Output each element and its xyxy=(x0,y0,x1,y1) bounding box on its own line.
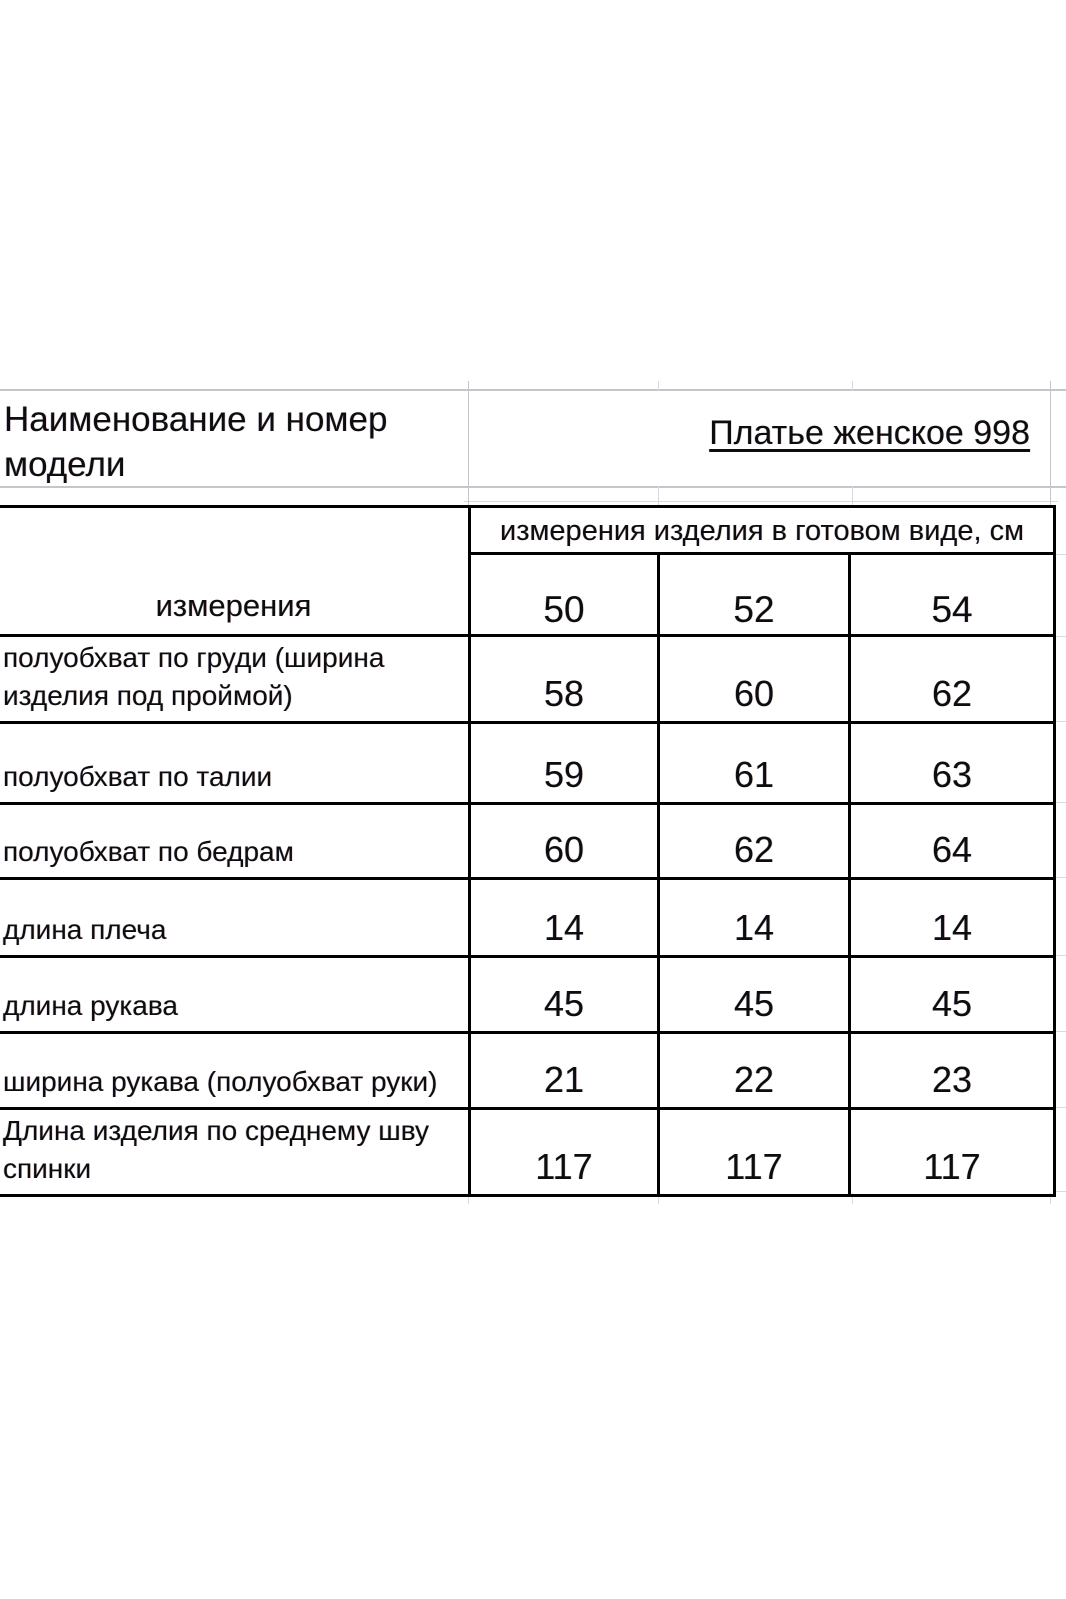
row-value: 117 xyxy=(847,1107,1057,1197)
gridline-strip-bottom xyxy=(464,501,1058,502)
gridline-row-bottom xyxy=(0,486,1066,488)
finished-measurements-header: измерения изделия в готовом виде, см xyxy=(467,505,1057,555)
gridline-top xyxy=(0,389,1066,391)
row-label: ширина рукава (полуобхват руки) xyxy=(0,1031,471,1110)
gridline-col-c-strip xyxy=(852,486,853,507)
gridline-stub-bottom-1 xyxy=(468,1193,469,1204)
table-row: полуобхват по груди (ширина изделия под … xyxy=(0,634,1057,724)
row-label: Длина изделия по среднему шву спинки xyxy=(0,1107,471,1197)
gridline-stub-bottom-3 xyxy=(852,1193,853,1204)
row-value: 22 xyxy=(657,1031,851,1110)
row-value: 61 xyxy=(657,721,851,805)
row-value: 60 xyxy=(657,634,851,724)
size-header-54: 54 xyxy=(847,552,1057,637)
row-value: 117 xyxy=(468,1107,660,1197)
gridline-col-a xyxy=(468,381,469,507)
row-value: 45 xyxy=(468,955,660,1034)
gridline-stub-right-9 xyxy=(1053,1191,1066,1192)
row-value: 45 xyxy=(657,955,851,1034)
gridline-stub-right-8 xyxy=(1053,1107,1066,1108)
row-value: 23 xyxy=(847,1031,1057,1110)
table-row: Длина изделия по среднему шву спинки 117… xyxy=(0,1107,1057,1197)
row-value: 117 xyxy=(657,1107,851,1197)
model-name-label: Наименование и номер модели xyxy=(4,400,388,484)
table-row: полуобхват по талии 59 61 63 xyxy=(0,721,1057,805)
size-header-50: 50 xyxy=(468,552,660,637)
row-label: полуобхват по груди (ширина изделия под … xyxy=(0,634,471,724)
gridline-col-d xyxy=(1050,381,1051,507)
gridline-col-b-stub xyxy=(658,381,659,391)
row-value: 62 xyxy=(847,634,1057,724)
row-value: 45 xyxy=(847,955,1057,1034)
row-value: 64 xyxy=(847,802,1057,880)
table-row: длина плеча 14 14 14 xyxy=(0,877,1057,958)
row-label: длина плеча xyxy=(0,877,471,958)
gridline-stub-right-1 xyxy=(1053,554,1066,555)
row-value: 14 xyxy=(847,877,1057,958)
row-value: 21 xyxy=(468,1031,660,1110)
row-label: длина рукава xyxy=(0,955,471,1034)
gridline-col-c-stub xyxy=(852,381,853,391)
row-value: 62 xyxy=(657,802,851,880)
gridline-stub-right-4 xyxy=(1053,802,1066,803)
gridline-stub-right-7 xyxy=(1053,1031,1066,1032)
table-row: длина рукава 45 45 45 xyxy=(0,955,1057,1034)
model-name-value: Платье женское 998 xyxy=(709,414,1030,452)
gridline-stub-right-6 xyxy=(1053,955,1066,956)
row-value: 59 xyxy=(468,721,660,805)
row-value: 58 xyxy=(468,634,660,724)
gridline-stub-right-5 xyxy=(1053,877,1066,878)
gridline-col-b-strip xyxy=(658,486,659,507)
row-label: полуобхват по бедрам xyxy=(0,802,471,880)
measurements-column-header: измерения xyxy=(0,505,471,637)
row-value: 14 xyxy=(468,877,660,958)
size-header-52: 52 xyxy=(657,552,851,637)
table-row: полуобхват по бедрам 60 62 64 xyxy=(0,802,1057,880)
row-value: 60 xyxy=(468,802,660,880)
row-label: полуобхват по талии xyxy=(0,721,471,805)
row-value: 63 xyxy=(847,721,1057,805)
measurements-table: измерения измерения изделия в готовом ви… xyxy=(0,505,1057,1197)
gridline-stub-bottom-4 xyxy=(1050,1193,1051,1204)
gridline-stub-right-3 xyxy=(1053,721,1066,722)
table-row: ширина рукава (полуобхват руки) 21 22 23 xyxy=(0,1031,1057,1110)
gridline-stub-bottom-2 xyxy=(658,1193,659,1204)
row-value: 14 xyxy=(657,877,851,958)
gridline-stub-right-2 xyxy=(1053,636,1066,637)
